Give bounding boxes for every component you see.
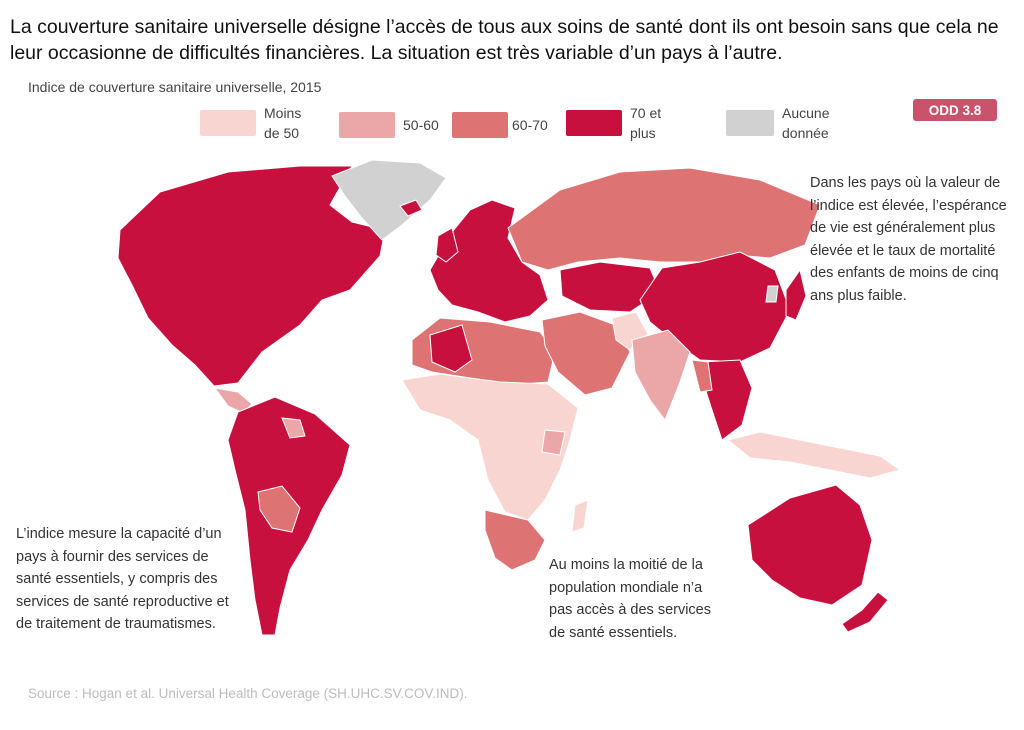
legend-item-60-70: 60-70: [452, 112, 548, 138]
region-iceland: [399, 199, 423, 217]
region-algeria: [429, 324, 473, 373]
region-guyanas: [281, 417, 306, 439]
note-bottom-left: L’indice mesure la capacité d’un pays à …: [16, 526, 229, 632]
region-russia: [507, 167, 821, 271]
legend-label-60-70: 60-70: [512, 117, 548, 133]
legend-swatch-50-60: [339, 112, 395, 138]
legend-item-nodata: Aucune donnée: [726, 103, 844, 143]
map-title: Indice de couverture sanitaire universel…: [28, 79, 322, 95]
region-bolivia-paraguay: [257, 485, 301, 533]
legend-label-70plus: 70 et plus: [630, 105, 662, 141]
legend-item-70plus: 70 et plus: [566, 103, 680, 143]
legend-label-50-60: 50-60: [403, 117, 439, 133]
region-korea-gap: [765, 285, 779, 303]
legend-label-nodata: Aucune donnée: [782, 105, 830, 141]
legend-item-50-60: 50-60: [339, 112, 439, 138]
region-east-africa-mid: [541, 429, 566, 456]
region-north-america: [117, 165, 386, 387]
region-india: [631, 329, 691, 422]
region-subsaharan-africa: [401, 373, 579, 521]
note-bottom-center: Au moins la moitié de la population mond…: [549, 557, 711, 641]
legend-swatch-lt50: [200, 110, 256, 136]
note-top-right: Dans les pays où la valeur de l’indice e…: [810, 175, 1007, 304]
legend-swatch-nodata: [726, 110, 774, 136]
region-europe: [429, 199, 549, 323]
region-middle-east: [541, 311, 631, 396]
headline: La couverture sanitaire universelle dési…: [10, 16, 999, 64]
region-myanmar: [691, 359, 713, 393]
legend-item-lt50: Moins de 50: [200, 103, 316, 143]
region-australia: [747, 484, 873, 606]
region-new-zealand: [841, 591, 889, 633]
region-japan: [785, 268, 807, 321]
legend-swatch-60-70: [452, 112, 508, 138]
sdg-badge: ODD 3.8: [913, 99, 997, 121]
region-uk: [435, 227, 459, 263]
region-indonesia: [726, 431, 902, 479]
source-text: Source : Hogan et al. Universal Health C…: [28, 686, 468, 701]
legend-swatch-70plus: [566, 110, 622, 136]
region-southern-africa: [484, 509, 546, 571]
region-madagascar: [571, 499, 589, 533]
legend-label-lt50: Moins de 50: [264, 105, 302, 141]
